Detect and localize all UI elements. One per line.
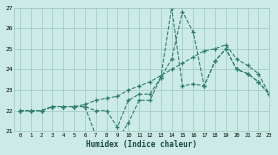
X-axis label: Humidex (Indice chaleur): Humidex (Indice chaleur)	[86, 140, 197, 149]
